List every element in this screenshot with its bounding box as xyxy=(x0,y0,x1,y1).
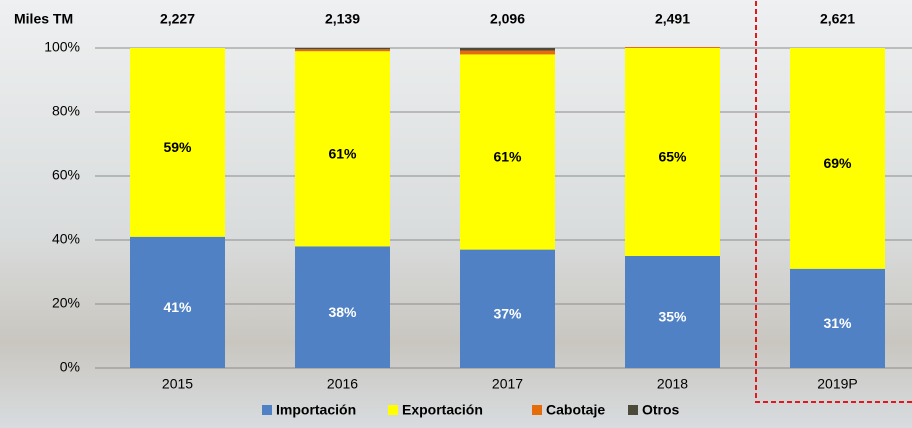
data-label: 69% xyxy=(823,155,852,171)
total-label: 2,139 xyxy=(325,11,360,27)
data-label: 38% xyxy=(328,304,357,320)
data-label: 61% xyxy=(493,149,522,165)
legend-label: Otros xyxy=(642,402,680,418)
legend-swatch xyxy=(262,405,272,415)
data-label: 61% xyxy=(328,146,357,162)
bar-segment xyxy=(790,48,885,269)
y-tick-label: 60% xyxy=(52,167,80,183)
bar-segment xyxy=(130,236,225,368)
x-tick-label: 2017 xyxy=(492,376,523,392)
bar-segment xyxy=(625,256,720,368)
legend-swatch xyxy=(388,405,398,415)
legend-label: Exportación xyxy=(402,402,483,418)
highlight-box xyxy=(755,0,912,403)
y-tick-label: 80% xyxy=(52,103,80,119)
total-label: 2,227 xyxy=(160,11,195,27)
data-label: 35% xyxy=(658,309,687,325)
legend-label: Importación xyxy=(276,402,356,418)
legend-swatch xyxy=(628,405,638,415)
data-label: 65% xyxy=(658,149,687,165)
total-label: 2,491 xyxy=(655,11,690,27)
x-tick-label: 2015 xyxy=(162,376,193,392)
bar-segment xyxy=(790,268,885,368)
legend-swatch xyxy=(532,405,542,415)
data-label: 59% xyxy=(163,139,192,155)
bar-segment xyxy=(295,246,390,368)
bar-segment xyxy=(460,48,555,51)
bar-segment xyxy=(460,249,555,368)
total-label: 2,096 xyxy=(490,11,525,27)
x-tick-label: 2019P xyxy=(817,376,857,392)
total-label: 2,621 xyxy=(820,11,855,27)
bar-segment xyxy=(625,47,720,48)
bar-segment xyxy=(460,54,555,250)
bar-segment xyxy=(625,48,720,256)
bar-segment xyxy=(295,51,390,247)
data-label: 37% xyxy=(493,306,522,322)
bar-segment xyxy=(295,48,390,50)
bar-segment xyxy=(130,48,225,237)
y-tick-label: 100% xyxy=(44,39,80,55)
data-label: 41% xyxy=(163,299,192,315)
bar-segment xyxy=(295,49,390,52)
bar-segment xyxy=(460,50,555,55)
y-tick-label: 40% xyxy=(52,231,80,247)
x-tick-label: 2016 xyxy=(327,376,358,392)
y-tick-label: 0% xyxy=(60,359,80,375)
x-tick-label: 2018 xyxy=(657,376,688,392)
totals-label: Miles TM xyxy=(14,11,73,27)
legend-label: Cabotaje xyxy=(546,402,605,418)
y-tick-label: 20% xyxy=(52,295,80,311)
data-label: 31% xyxy=(823,315,852,331)
